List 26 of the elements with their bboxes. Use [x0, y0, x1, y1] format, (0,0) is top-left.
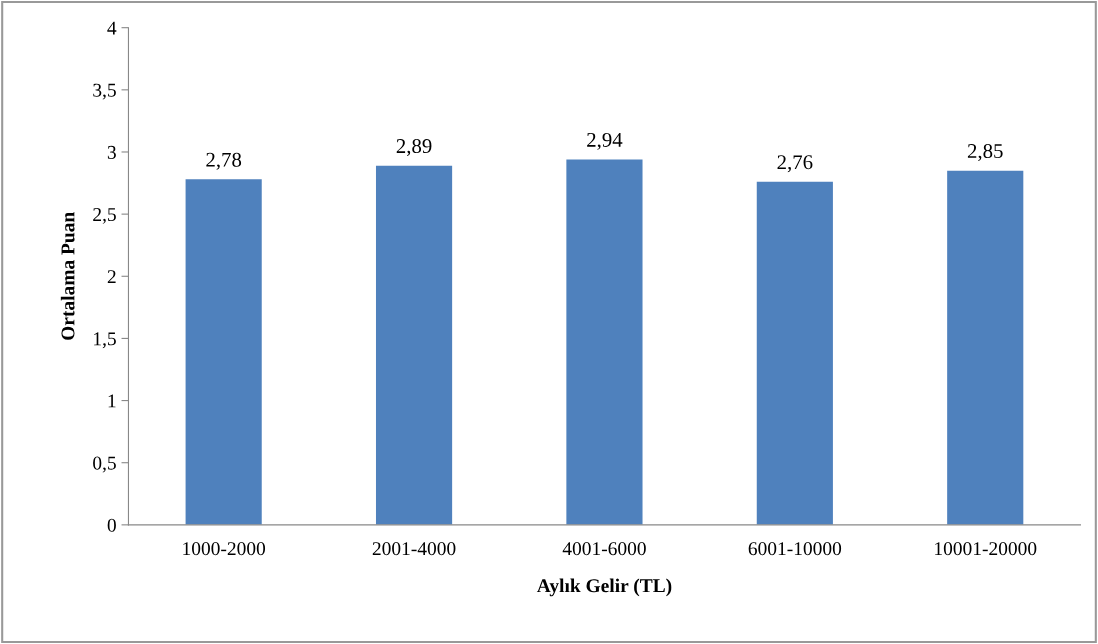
y-tick-label: 1: [108, 394, 116, 408]
y-tick-label: 3: [107, 145, 116, 159]
bar: [185, 179, 262, 525]
data-label: 2,85: [967, 144, 1003, 162]
y-tick-label: 0: [107, 518, 116, 532]
y-axis-title: Ortalama Puan: [60, 212, 75, 340]
x-tick-label: 2001-4000: [372, 542, 456, 556]
x-tick-label: 10001-20000: [935, 542, 1037, 556]
y-tick-label: 4: [107, 21, 117, 35]
data-label: 2,89: [396, 139, 432, 157]
x-tick-label: 1000-2000: [183, 542, 266, 556]
y-tick-label: 3,5: [93, 83, 116, 100]
bar: [375, 165, 453, 525]
bar: [756, 181, 833, 525]
y-tick-label: 2,5: [93, 208, 116, 224]
data-label: 2,94: [587, 132, 623, 150]
bar: [566, 159, 643, 525]
x-tick-label: 6001-10000: [748, 542, 842, 556]
y-tick-label: 1,5: [94, 332, 116, 349]
x-tick-label: 4001-6000: [562, 542, 646, 556]
y-tick-label: 2: [107, 270, 116, 284]
data-label: 2,76: [777, 155, 813, 173]
bar: [947, 170, 1024, 525]
data-label: 2,78: [206, 152, 242, 170]
y-tick-label: 0,5: [93, 456, 116, 473]
x-axis-title: Aylık Gelir (TL): [536, 578, 672, 597]
